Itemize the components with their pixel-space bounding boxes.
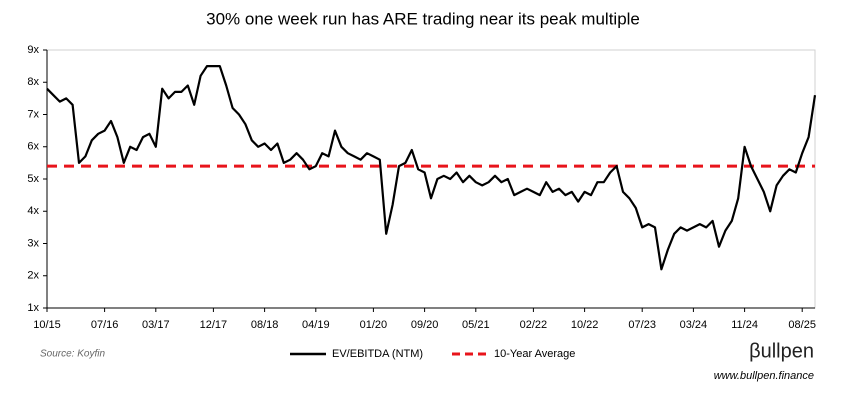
x-tick-label: 01/20 bbox=[360, 319, 388, 331]
y-tick-label: 4x bbox=[27, 205, 39, 217]
x-tick-label: 03/17 bbox=[142, 319, 170, 331]
x-tick-label: 10/22 bbox=[571, 319, 599, 331]
x-tick-label: 02/22 bbox=[520, 319, 548, 331]
x-tick-label: 12/17 bbox=[200, 319, 228, 331]
y-tick-label: 1x bbox=[27, 302, 39, 314]
x-tick-label: 08/25 bbox=[788, 319, 816, 331]
x-tick-label: 03/24 bbox=[680, 319, 708, 331]
legend-label: EV/EBITDA (NTM) bbox=[332, 348, 423, 360]
y-tick-label: 2x bbox=[27, 270, 39, 282]
legend-label: 10-Year Average bbox=[494, 348, 575, 360]
y-tick-label: 8x bbox=[27, 76, 39, 88]
x-tick-label: 08/18 bbox=[251, 319, 279, 331]
x-tick-label: 10/15 bbox=[33, 319, 61, 331]
x-tick-label: 07/23 bbox=[628, 319, 656, 331]
y-tick-label: 5x bbox=[27, 173, 39, 185]
website: www.bullpen.finance bbox=[714, 370, 814, 382]
chart-title: 30% one week run has ARE trading near it… bbox=[206, 9, 640, 28]
x-tick-label: 09/20 bbox=[411, 319, 439, 331]
y-tick-label: 3x bbox=[27, 237, 39, 249]
logo: βullpen bbox=[749, 340, 814, 362]
source: Source: Koyfin bbox=[40, 349, 105, 360]
y-tick-label: 7x bbox=[27, 108, 39, 120]
series-line bbox=[46, 65, 817, 271]
x-tick-label: 04/19 bbox=[302, 319, 330, 331]
x-tick-label: 11/24 bbox=[731, 319, 758, 331]
y-tick-label: 6x bbox=[27, 141, 39, 153]
y-tick-label: 9x bbox=[27, 44, 39, 56]
x-tick-label: 07/16 bbox=[91, 319, 119, 331]
x-tick-label: 05/21 bbox=[462, 319, 490, 331]
